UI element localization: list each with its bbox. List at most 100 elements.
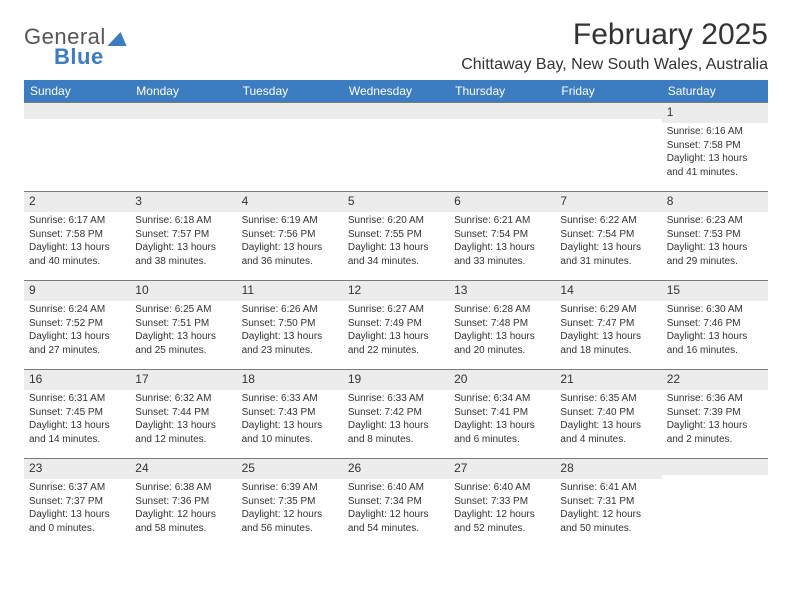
day-number: 13 — [449, 281, 555, 301]
empty-day-number — [343, 103, 449, 119]
empty-day-number — [24, 103, 130, 119]
calendar-week-row: 9Sunrise: 6:24 AMSunset: 7:52 PMDaylight… — [24, 281, 768, 370]
day-details: Sunrise: 6:25 AMSunset: 7:51 PMDaylight:… — [130, 301, 236, 361]
day-details: Sunrise: 6:22 AMSunset: 7:54 PMDaylight:… — [555, 212, 661, 272]
calendar-cell: 15Sunrise: 6:30 AMSunset: 7:46 PMDayligh… — [662, 281, 768, 370]
weekday-header: Monday — [130, 80, 236, 103]
calendar-cell: 28Sunrise: 6:41 AMSunset: 7:31 PMDayligh… — [555, 459, 661, 548]
weekday-header: Sunday — [24, 80, 130, 103]
day-number: 1 — [662, 103, 768, 123]
day-details: Sunrise: 6:30 AMSunset: 7:46 PMDaylight:… — [662, 301, 768, 361]
calendar-cell — [662, 459, 768, 548]
location-text: Chittaway Bay, New South Wales, Australi… — [461, 56, 768, 74]
logo-triangle-icon — [107, 32, 127, 46]
day-number: 15 — [662, 281, 768, 301]
day-details: Sunrise: 6:31 AMSunset: 7:45 PMDaylight:… — [24, 390, 130, 450]
day-details: Sunrise: 6:37 AMSunset: 7:37 PMDaylight:… — [24, 479, 130, 539]
day-number: 14 — [555, 281, 661, 301]
calendar-cell — [555, 103, 661, 192]
calendar-cell — [237, 103, 343, 192]
calendar-cell: 27Sunrise: 6:40 AMSunset: 7:33 PMDayligh… — [449, 459, 555, 548]
day-number: 20 — [449, 370, 555, 390]
calendar-cell: 18Sunrise: 6:33 AMSunset: 7:43 PMDayligh… — [237, 370, 343, 459]
calendar-head: SundayMondayTuesdayWednesdayThursdayFrid… — [24, 80, 768, 103]
calendar-cell: 3Sunrise: 6:18 AMSunset: 7:57 PMDaylight… — [130, 192, 236, 281]
day-number: 26 — [343, 459, 449, 479]
calendar-cell: 17Sunrise: 6:32 AMSunset: 7:44 PMDayligh… — [130, 370, 236, 459]
weekday-header: Wednesday — [343, 80, 449, 103]
calendar-cell: 21Sunrise: 6:35 AMSunset: 7:40 PMDayligh… — [555, 370, 661, 459]
calendar-cell — [24, 103, 130, 192]
day-details: Sunrise: 6:40 AMSunset: 7:34 PMDaylight:… — [343, 479, 449, 539]
calendar-cell: 22Sunrise: 6:36 AMSunset: 7:39 PMDayligh… — [662, 370, 768, 459]
calendar-cell — [449, 103, 555, 192]
title-block: February 2025 Chittaway Bay, New South W… — [461, 18, 768, 74]
calendar-cell — [130, 103, 236, 192]
calendar-cell: 9Sunrise: 6:24 AMSunset: 7:52 PMDaylight… — [24, 281, 130, 370]
calendar-cell — [343, 103, 449, 192]
day-details: Sunrise: 6:21 AMSunset: 7:54 PMDaylight:… — [449, 212, 555, 272]
day-details: Sunrise: 6:16 AMSunset: 7:58 PMDaylight:… — [662, 123, 768, 183]
calendar-week-row: 23Sunrise: 6:37 AMSunset: 7:37 PMDayligh… — [24, 459, 768, 548]
day-number: 2 — [24, 192, 130, 212]
day-details: Sunrise: 6:28 AMSunset: 7:48 PMDaylight:… — [449, 301, 555, 361]
calendar-cell: 13Sunrise: 6:28 AMSunset: 7:48 PMDayligh… — [449, 281, 555, 370]
day-details: Sunrise: 6:32 AMSunset: 7:44 PMDaylight:… — [130, 390, 236, 450]
empty-day-number — [662, 459, 768, 475]
day-number: 19 — [343, 370, 449, 390]
day-details: Sunrise: 6:38 AMSunset: 7:36 PMDaylight:… — [130, 479, 236, 539]
calendar-cell: 4Sunrise: 6:19 AMSunset: 7:56 PMDaylight… — [237, 192, 343, 281]
month-title: February 2025 — [461, 18, 768, 52]
logo-text-2: Blue — [54, 44, 127, 70]
calendar-body: 1Sunrise: 6:16 AMSunset: 7:58 PMDaylight… — [24, 103, 768, 548]
empty-day-number — [449, 103, 555, 119]
day-details: Sunrise: 6:40 AMSunset: 7:33 PMDaylight:… — [449, 479, 555, 539]
day-number: 23 — [24, 459, 130, 479]
day-number: 24 — [130, 459, 236, 479]
day-number: 18 — [237, 370, 343, 390]
day-number: 16 — [24, 370, 130, 390]
calendar-cell: 11Sunrise: 6:26 AMSunset: 7:50 PMDayligh… — [237, 281, 343, 370]
day-number: 4 — [237, 192, 343, 212]
calendar-cell: 14Sunrise: 6:29 AMSunset: 7:47 PMDayligh… — [555, 281, 661, 370]
day-details: Sunrise: 6:27 AMSunset: 7:49 PMDaylight:… — [343, 301, 449, 361]
day-number: 11 — [237, 281, 343, 301]
day-details: Sunrise: 6:23 AMSunset: 7:53 PMDaylight:… — [662, 212, 768, 272]
day-number: 25 — [237, 459, 343, 479]
calendar-cell: 25Sunrise: 6:39 AMSunset: 7:35 PMDayligh… — [237, 459, 343, 548]
day-number: 27 — [449, 459, 555, 479]
day-details: Sunrise: 6:35 AMSunset: 7:40 PMDaylight:… — [555, 390, 661, 450]
empty-day-number — [555, 103, 661, 119]
logo: GeneralBlue — [24, 24, 127, 70]
calendar-page: GeneralBlue February 2025 Chittaway Bay,… — [0, 0, 792, 559]
day-number: 17 — [130, 370, 236, 390]
day-number: 7 — [555, 192, 661, 212]
empty-day-number — [130, 103, 236, 119]
calendar-cell: 10Sunrise: 6:25 AMSunset: 7:51 PMDayligh… — [130, 281, 236, 370]
day-details: Sunrise: 6:17 AMSunset: 7:58 PMDaylight:… — [24, 212, 130, 272]
day-number: 22 — [662, 370, 768, 390]
calendar-table: SundayMondayTuesdayWednesdayThursdayFrid… — [24, 80, 768, 547]
weekday-row: SundayMondayTuesdayWednesdayThursdayFrid… — [24, 80, 768, 103]
calendar-cell: 23Sunrise: 6:37 AMSunset: 7:37 PMDayligh… — [24, 459, 130, 548]
day-number: 21 — [555, 370, 661, 390]
day-number: 28 — [555, 459, 661, 479]
day-number: 12 — [343, 281, 449, 301]
calendar-cell: 6Sunrise: 6:21 AMSunset: 7:54 PMDaylight… — [449, 192, 555, 281]
day-details: Sunrise: 6:24 AMSunset: 7:52 PMDaylight:… — [24, 301, 130, 361]
day-number: 8 — [662, 192, 768, 212]
calendar-cell: 20Sunrise: 6:34 AMSunset: 7:41 PMDayligh… — [449, 370, 555, 459]
day-details: Sunrise: 6:41 AMSunset: 7:31 PMDaylight:… — [555, 479, 661, 539]
calendar-week-row: 16Sunrise: 6:31 AMSunset: 7:45 PMDayligh… — [24, 370, 768, 459]
day-details: Sunrise: 6:39 AMSunset: 7:35 PMDaylight:… — [237, 479, 343, 539]
calendar-cell: 24Sunrise: 6:38 AMSunset: 7:36 PMDayligh… — [130, 459, 236, 548]
day-details: Sunrise: 6:33 AMSunset: 7:43 PMDaylight:… — [237, 390, 343, 450]
calendar-cell: 19Sunrise: 6:33 AMSunset: 7:42 PMDayligh… — [343, 370, 449, 459]
day-details: Sunrise: 6:18 AMSunset: 7:57 PMDaylight:… — [130, 212, 236, 272]
day-details: Sunrise: 6:36 AMSunset: 7:39 PMDaylight:… — [662, 390, 768, 450]
calendar-week-row: 1Sunrise: 6:16 AMSunset: 7:58 PMDaylight… — [24, 103, 768, 192]
calendar-cell: 5Sunrise: 6:20 AMSunset: 7:55 PMDaylight… — [343, 192, 449, 281]
day-number: 5 — [343, 192, 449, 212]
weekday-header: Tuesday — [237, 80, 343, 103]
day-details: Sunrise: 6:29 AMSunset: 7:47 PMDaylight:… — [555, 301, 661, 361]
